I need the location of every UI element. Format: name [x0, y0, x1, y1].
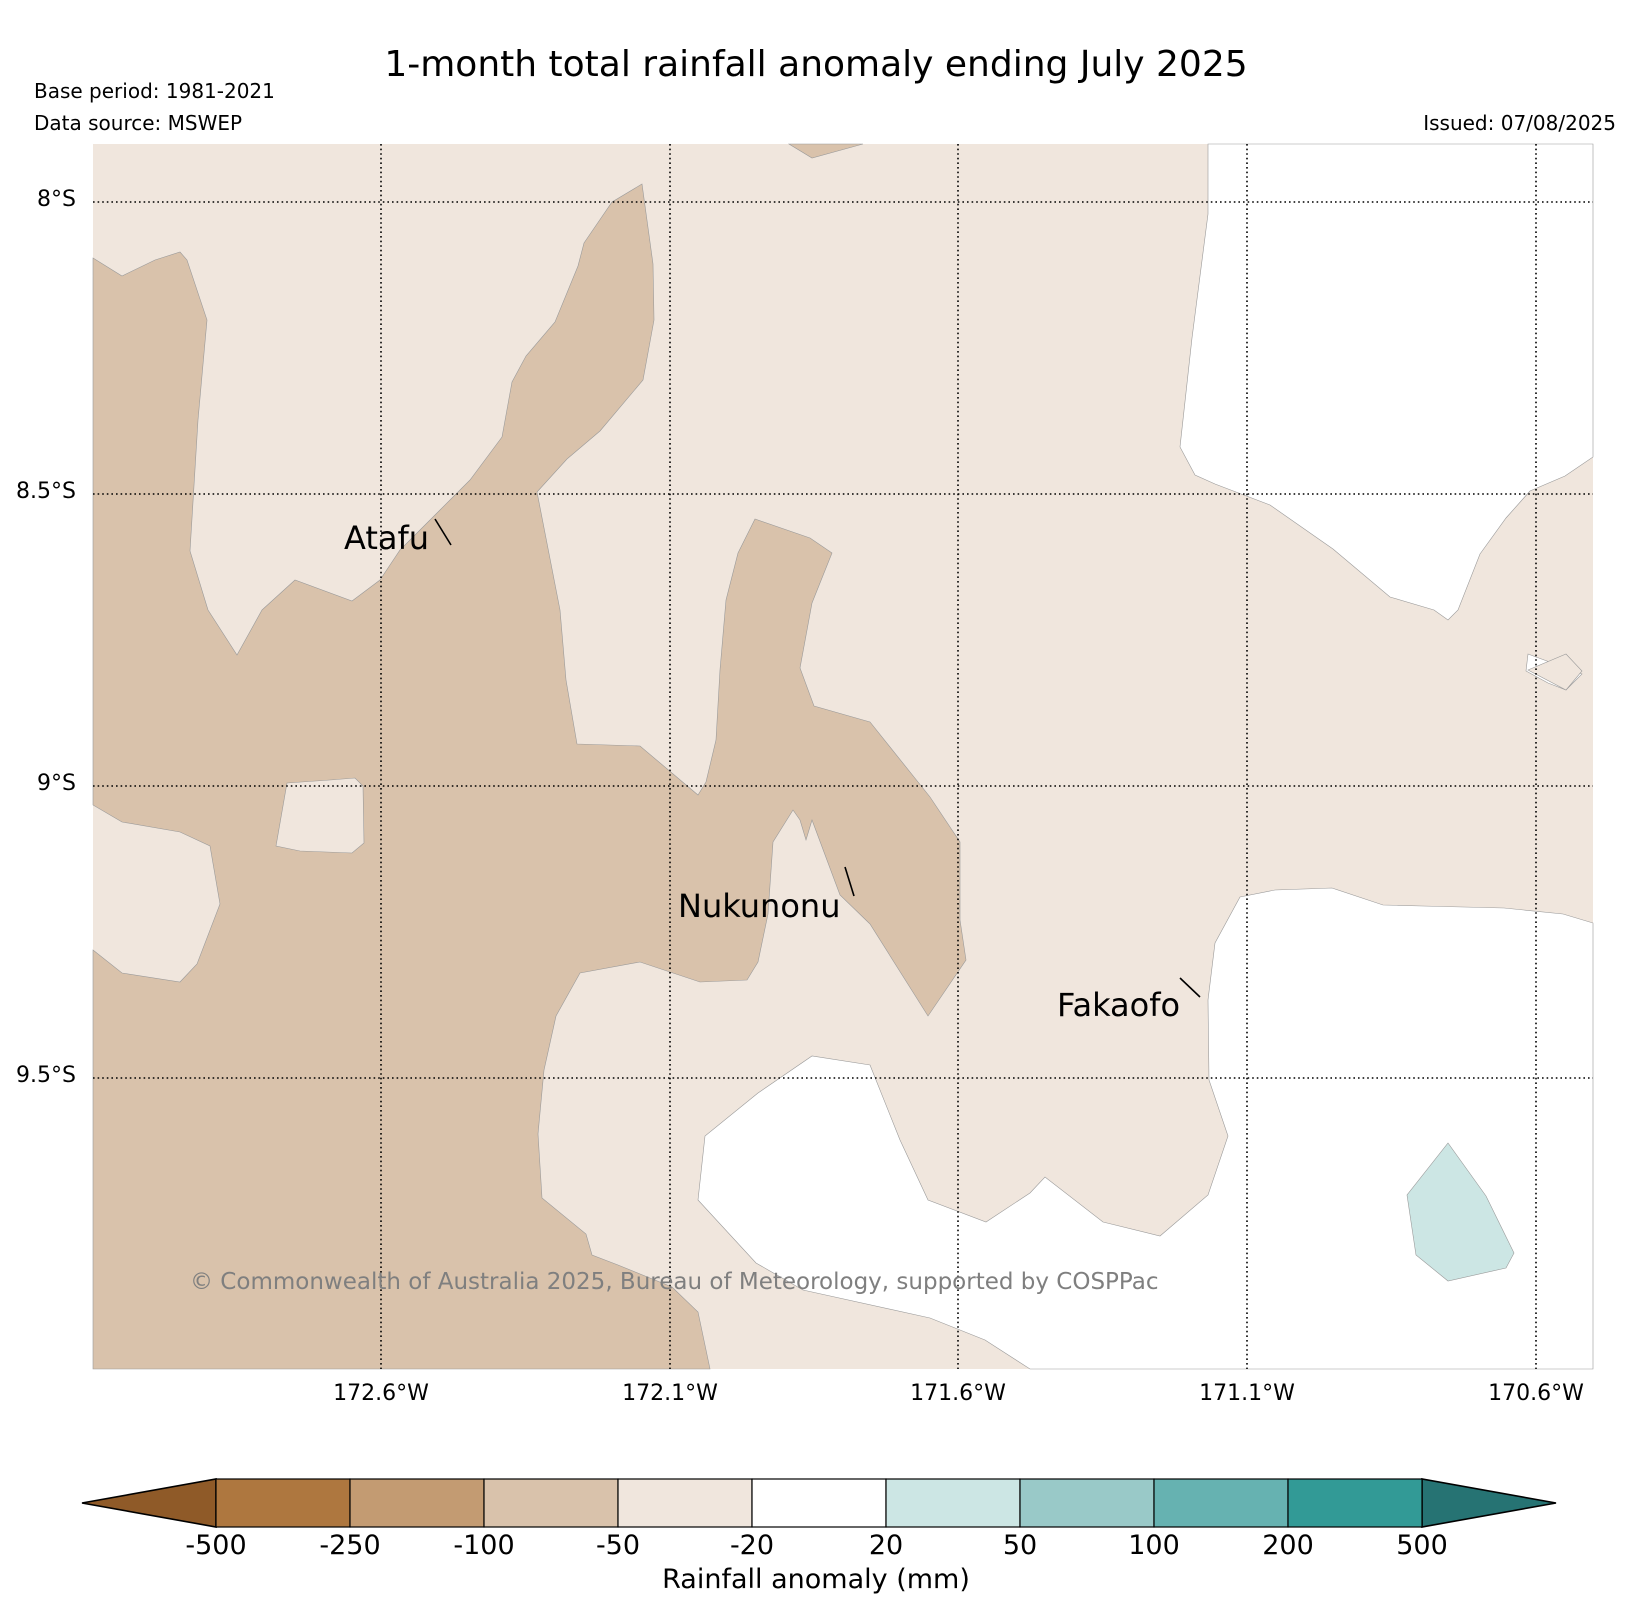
colorbar-bin — [349, 1478, 485, 1528]
colorbar-tick-label: 20 — [868, 1530, 904, 1561]
anomaly-region-minus50-minus20-pocket — [275, 777, 365, 854]
colorbar-bin — [751, 1478, 887, 1528]
colorbar-tick-label: -250 — [319, 1530, 381, 1561]
anomaly-region-minus100-minus50-west — [92, 183, 967, 1370]
anomaly-region-minus20-plus20-east — [1179, 143, 1594, 621]
longitude-gridlines — [380, 144, 1537, 1369]
colorbar-extend-low — [81, 1478, 217, 1528]
latitude-label: 9°S — [37, 771, 76, 796]
anomaly-region-minus20-plus20-east-hole — [1527, 653, 1583, 691]
colorbar-tick-label: -500 — [185, 1530, 247, 1561]
colorbar-tick-label: -50 — [595, 1530, 641, 1561]
longitude-label: 172.1°W — [622, 1381, 718, 1406]
map-title: 1-month total rainfall anomaly ending Ju… — [384, 44, 1248, 85]
longitude-label: 171.1°W — [1199, 1381, 1295, 1406]
latitude-gridlines — [93, 201, 1593, 1079]
longitude-label: 170.6°W — [1488, 1381, 1584, 1406]
nukunonu-leader-line — [844, 866, 855, 897]
copyright-text: © Commonwealth of Australia 2025, Bureau… — [190, 1269, 1159, 1295]
colorbar-tick-label: -20 — [729, 1530, 775, 1561]
colorbar-tick-label: 50 — [1002, 1530, 1038, 1561]
fakaofo-leader-line — [1179, 977, 1201, 998]
anomaly-region-plus20-plus50 — [1406, 1142, 1515, 1282]
colorbar-bin — [885, 1478, 1021, 1528]
colorbar — [81, 1478, 1557, 1528]
colorbar-bin — [1287, 1478, 1423, 1528]
colorbar-tick-label: 200 — [1262, 1530, 1314, 1561]
colorbar-bin — [1153, 1478, 1289, 1528]
colorbar-bin — [617, 1478, 753, 1528]
atafu-leader-line — [434, 518, 452, 546]
colorbar-title: Rainfall anomaly (mm) — [662, 1564, 970, 1595]
place-label-nukunonu: Nukunonu — [678, 887, 841, 925]
latitude-label: 8.5°S — [16, 479, 76, 504]
anomaly-region-minus20-plus20-south — [697, 887, 1594, 1370]
base-period-text: Base period: 1981-2021 — [34, 79, 275, 103]
colorbar-tick-label: 100 — [1128, 1530, 1180, 1561]
longitude-label: 171.6°W — [910, 1381, 1006, 1406]
issued-date-text: Issued: 07/08/2025 — [1423, 111, 1616, 135]
colorbar-bin — [215, 1478, 351, 1528]
latitude-label: 9.5°S — [16, 1063, 76, 1088]
colorbar-tick-label: 500 — [1396, 1530, 1448, 1561]
colorbar-extend-high — [1421, 1478, 1557, 1528]
latitude-label: 8°S — [37, 187, 76, 212]
longitude-label: 172.6°W — [333, 1381, 429, 1406]
place-label-fakaofo: Fakaofo — [1057, 986, 1181, 1024]
data-source-text: Data source: MSWEP — [34, 111, 243, 135]
anomaly-region-minus100-minus50-north — [787, 143, 864, 159]
colorbar-bin — [483, 1478, 619, 1528]
colorbar-tick-label: -100 — [453, 1530, 515, 1561]
place-label-atafu: Atafu — [344, 519, 430, 557]
colorbar-bin — [1019, 1478, 1155, 1528]
